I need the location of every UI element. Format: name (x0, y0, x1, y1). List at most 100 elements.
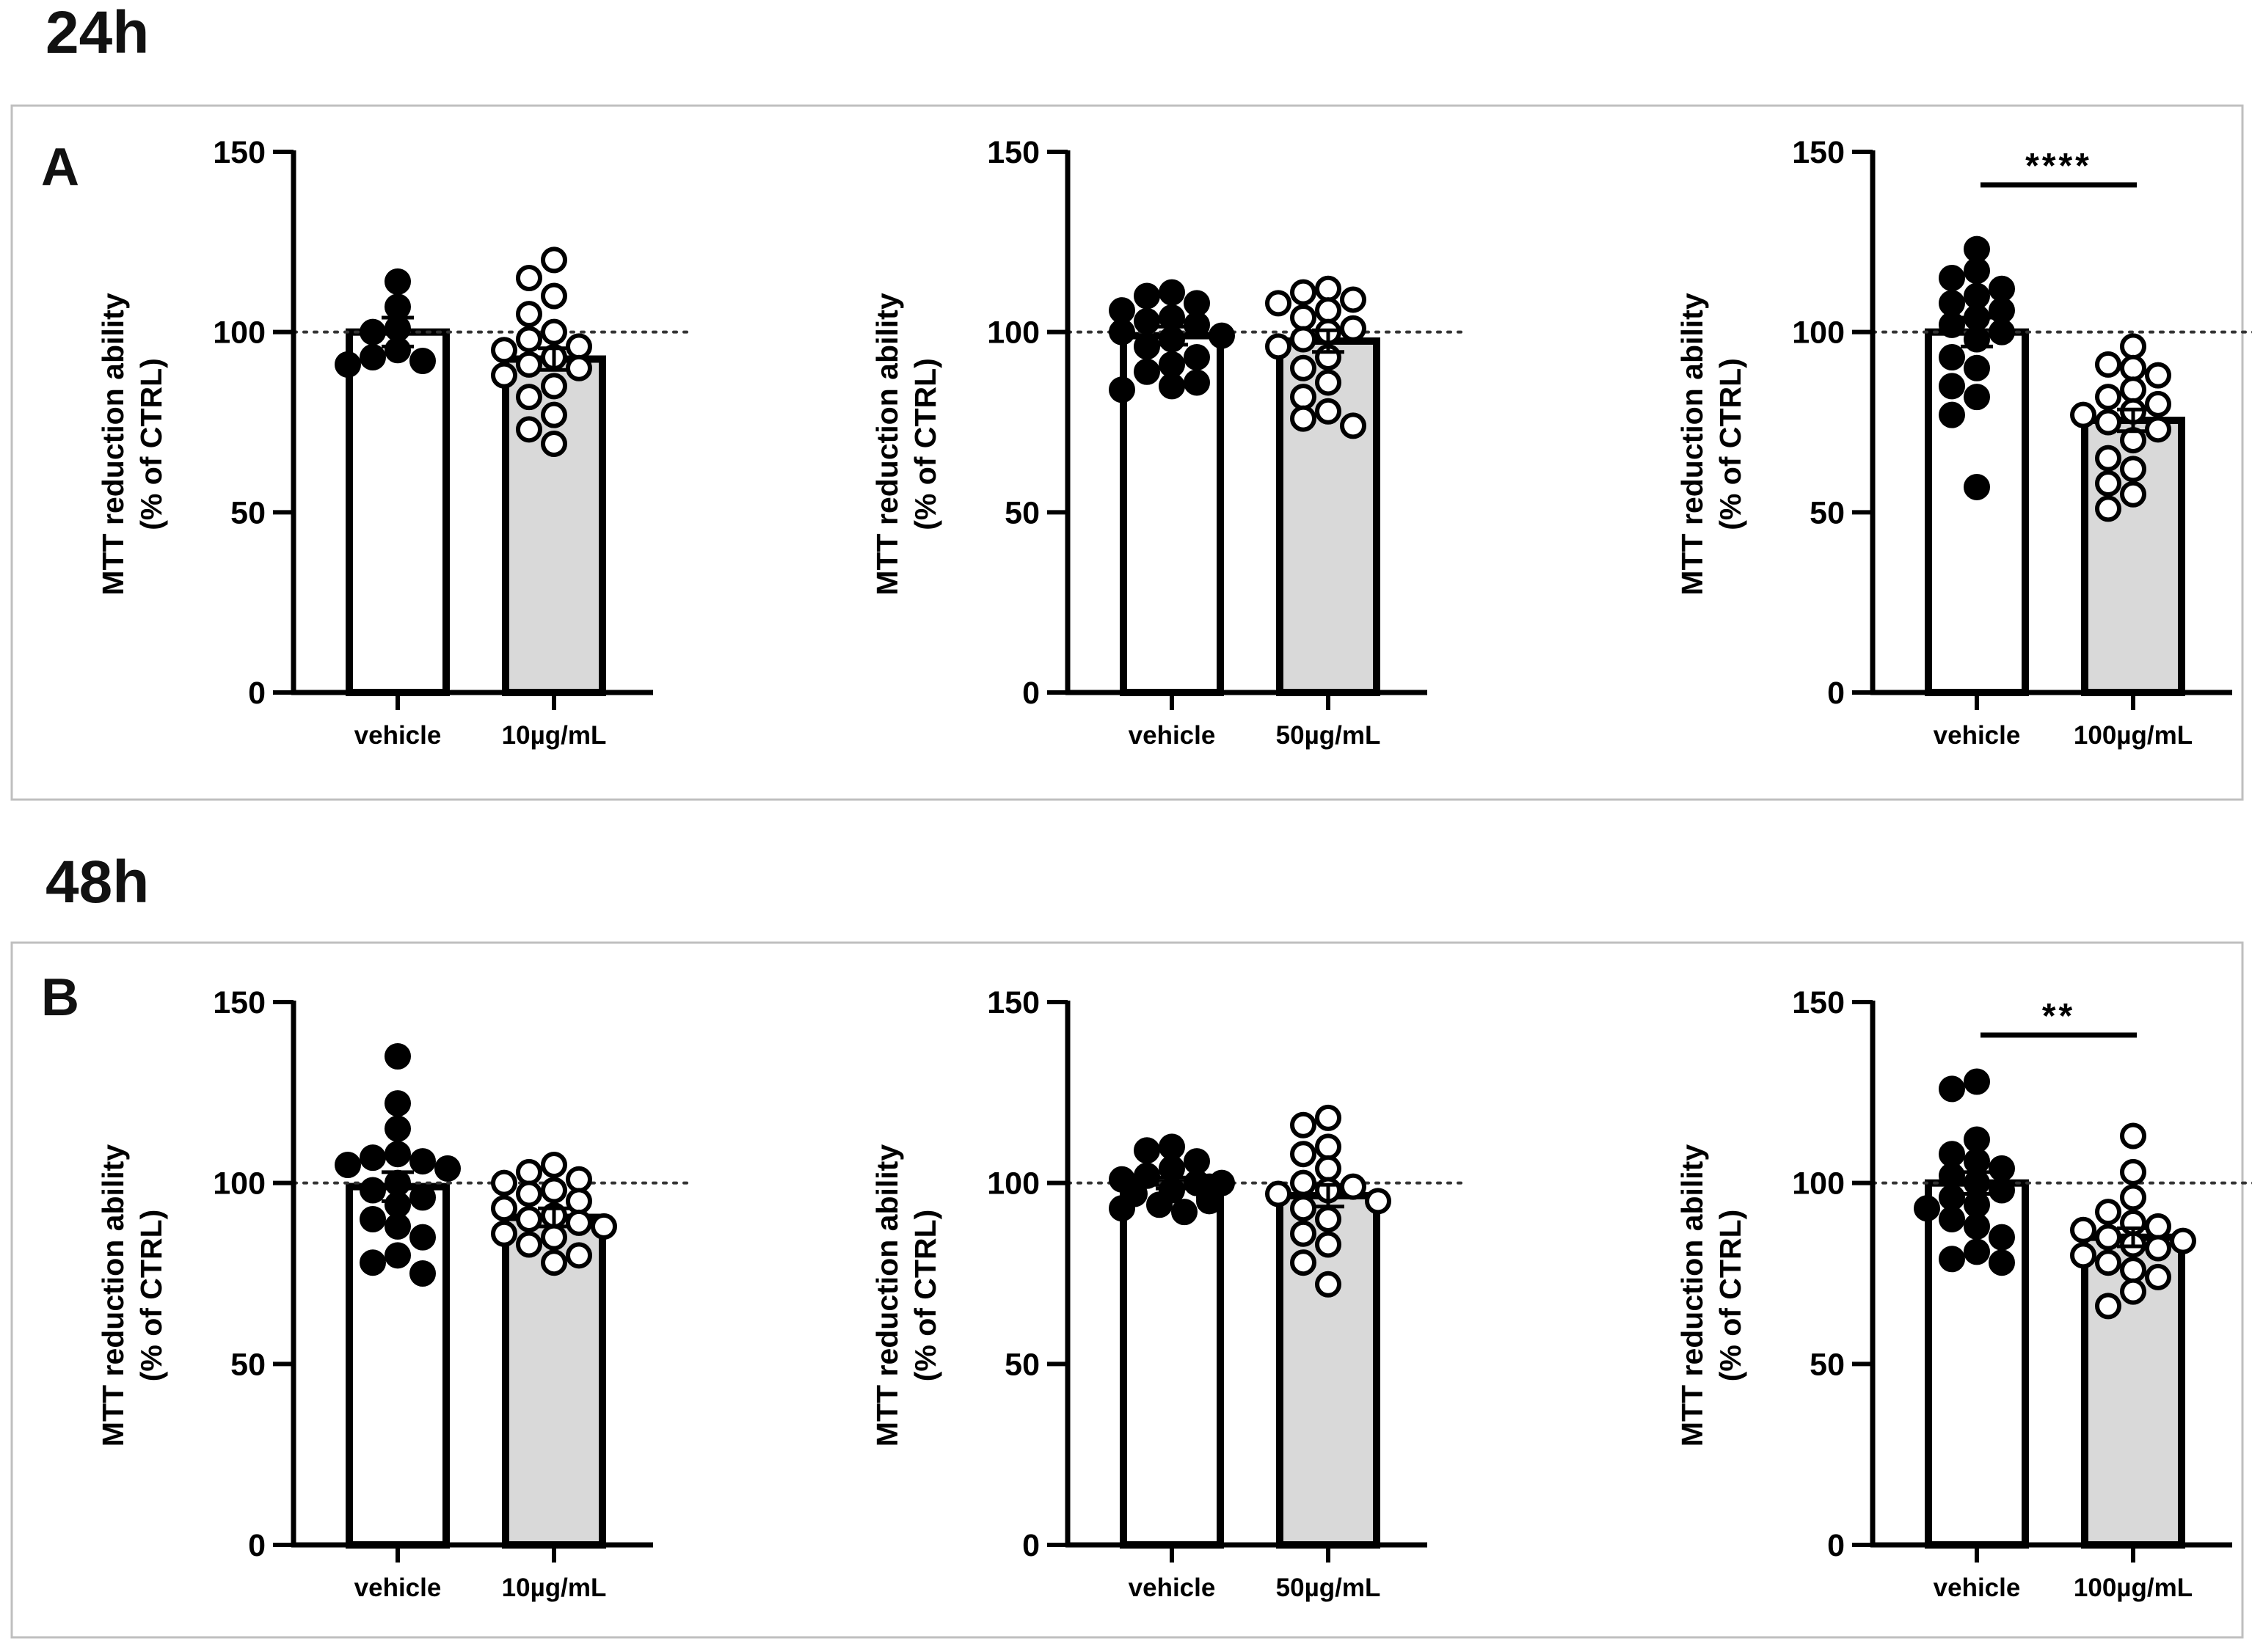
y-tick-label: 150 (1792, 985, 1845, 1020)
data-point-treatment (516, 1206, 542, 1232)
data-point-treatment (541, 401, 567, 428)
data-point-vehicle (1964, 1148, 1990, 1175)
data-point-vehicle (1196, 1188, 1222, 1215)
data-point-treatment (2120, 354, 2146, 381)
data-point-treatment (2145, 416, 2171, 443)
x-tick-label: vehicle (1934, 1574, 2021, 1602)
panel-frame-b (10, 941, 2244, 1639)
data-point-treatment (516, 384, 542, 411)
y-tick-label: 50 (1810, 1347, 1845, 1382)
data-point-vehicle (409, 1260, 436, 1287)
data-point-treatment (541, 318, 567, 346)
data-point-treatment (1315, 297, 1341, 324)
data-point-treatment (1290, 354, 1316, 381)
y-tick-label: 150 (987, 985, 1040, 1020)
data-point-treatment (516, 416, 542, 443)
data-point-treatment (1265, 1180, 1291, 1207)
y-tick-label: 150 (213, 135, 266, 170)
panel-frame-a (10, 104, 2244, 801)
data-point-vehicle (335, 351, 361, 378)
chart-a-3: 0 50 100 150 vehicle 100µg/mL MTT reduction ab… (1675, 135, 2252, 750)
data-point-vehicle (1159, 1133, 1185, 1161)
x-tick-label: 50µg/mL (1276, 1574, 1381, 1602)
data-point-treatment (566, 1242, 592, 1269)
data-point-vehicle (1989, 1177, 2015, 1204)
data-point-vehicle (385, 1141, 411, 1168)
data-point-vehicle (1109, 318, 1135, 346)
data-point-treatment (1315, 1133, 1341, 1161)
data-point-vehicle (1914, 1195, 1940, 1222)
data-point-treatment (2120, 376, 2146, 403)
data-point-vehicle (1964, 1126, 1990, 1153)
y-tick-label: 0 (248, 1528, 266, 1563)
data-point-vehicle (1939, 1162, 1965, 1189)
y-axis-label-unit: (% of CTRL) (1713, 358, 1747, 530)
data-point-treatment (1340, 315, 1366, 342)
data-point-treatment (491, 1220, 517, 1247)
data-point-treatment (1315, 398, 1341, 425)
data-point-treatment (491, 362, 517, 389)
data-point-vehicle (385, 1043, 411, 1070)
y-axis-label-unit: (% of CTRL) (908, 358, 942, 530)
data-point-vehicle (1964, 235, 1990, 263)
data-point-treatment (2095, 1224, 2121, 1251)
data-point-vehicle (1989, 1155, 2015, 1182)
data-point-treatment (516, 1231, 542, 1258)
data-point-treatment (1290, 384, 1316, 411)
y-tick-label: 0 (1827, 676, 1845, 711)
data-point-treatment (2145, 1235, 2171, 1262)
chart-b-2: 0 50 100 150 vehicle 50µg/mL MTT reduction abi… (870, 985, 1465, 1602)
chart-a-2: 0 50 100 150 vehicle 50µg/mL MTT reduction abi… (870, 135, 1465, 750)
y-tick-label: 150 (213, 985, 266, 1020)
data-point-vehicle (1184, 1148, 1210, 1175)
y-tick-label: 0 (1022, 1528, 1040, 1563)
y-tick-label: 100 (1792, 315, 1845, 351)
data-point-treatment (566, 1166, 592, 1193)
y-tick-label: 50 (1005, 1347, 1040, 1382)
data-point-treatment (541, 246, 567, 274)
data-point-vehicle (409, 1184, 436, 1211)
data-point-vehicle (1146, 1191, 1173, 1218)
y-tick-label: 100 (1792, 1166, 1845, 1202)
data-point-treatment (2070, 401, 2096, 428)
data-point-treatment (2095, 351, 2121, 378)
data-point-vehicle (1159, 373, 1185, 400)
data-point-vehicle (1989, 297, 2015, 324)
x-tick-label: 10µg/mL (502, 721, 607, 750)
data-point-treatment (2095, 409, 2121, 436)
data-point-vehicle (360, 1206, 386, 1232)
data-point-vehicle (1159, 351, 1185, 378)
data-point-vehicle (1184, 311, 1210, 338)
y-axis-label: MTT reduction ability (1675, 1144, 1709, 1447)
x-tick-label: vehicle (354, 721, 442, 750)
data-point-vehicle (1989, 1249, 2015, 1276)
data-point-vehicle (385, 1213, 411, 1240)
data-point-treatment (1290, 1220, 1316, 1247)
data-point-vehicle (385, 293, 411, 321)
data-point-vehicle (1964, 1213, 1990, 1240)
data-point-vehicle (1989, 1224, 2015, 1251)
data-point-treatment (2145, 362, 2171, 389)
data-point-treatment (1290, 1249, 1316, 1276)
y-tick-label: 50 (1810, 495, 1845, 530)
x-tick-label: 100µg/mL (2074, 1574, 2193, 1602)
y-tick-label: 0 (1022, 676, 1040, 711)
data-point-treatment (541, 1152, 567, 1178)
data-point-vehicle (360, 318, 386, 346)
y-tick-label: 100 (213, 315, 266, 351)
section-title-24h: 24h (45, 0, 149, 66)
data-point-treatment (1315, 275, 1341, 302)
y-tick-label: 50 (1005, 495, 1040, 530)
data-point-vehicle (360, 344, 386, 371)
data-point-vehicle (1184, 344, 1210, 371)
data-point-vehicle (434, 1155, 461, 1182)
data-point-treatment (491, 1169, 517, 1196)
data-point-vehicle (1989, 275, 2015, 302)
data-point-vehicle (1939, 344, 1965, 371)
data-point-treatment (2120, 1122, 2146, 1150)
y-tick-label: 100 (987, 1166, 1040, 1202)
y-axis-label: MTT reduction ability (870, 293, 904, 595)
data-point-treatment (1290, 1195, 1316, 1222)
data-point-vehicle (1939, 1246, 1965, 1273)
